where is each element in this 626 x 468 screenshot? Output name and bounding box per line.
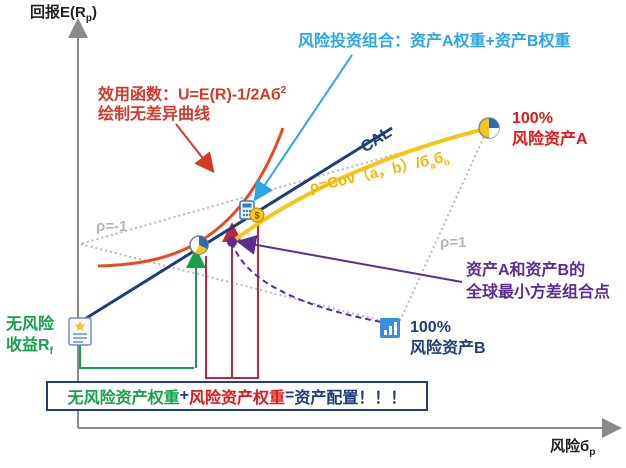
rho-pos-label: ρ=1 bbox=[440, 234, 467, 251]
riskfree-line1: 无风险 bbox=[6, 316, 55, 333]
utility-note-arrow bbox=[175, 123, 215, 174]
document-star-icon bbox=[68, 317, 92, 346]
inefficient-frontier bbox=[231, 241, 399, 326]
min-variance-arrow bbox=[236, 234, 463, 283]
asset-b-name: 风险资产B bbox=[410, 340, 486, 357]
money-bag-icon: $ bbox=[249, 207, 265, 223]
rho-neg-one-line bbox=[76, 127, 489, 326]
cal-line bbox=[79, 126, 393, 324]
alloc-result: 资产配置！！！ bbox=[294, 390, 407, 407]
alloc-plus: + bbox=[179, 387, 189, 404]
utility-note-line1: 效用函数：U=E(R)-1/2Aб2 bbox=[98, 85, 287, 104]
asset-a-pct: 100% bbox=[512, 110, 553, 127]
alloc-risky-weight: 风险资产权重 bbox=[188, 390, 285, 407]
min-variance-line2: 全球最小方差组合点 bbox=[466, 284, 611, 301]
min-variance-point bbox=[227, 237, 237, 247]
pie-chart-icon bbox=[189, 235, 209, 255]
svg-text:$: $ bbox=[254, 211, 259, 221]
utility-note-line2: 绘制无差异曲线 bbox=[98, 106, 211, 123]
asset-a-pie-icon bbox=[478, 117, 500, 139]
rho-neg-label: ρ=-1 bbox=[96, 218, 128, 235]
min-variance-line1: 资产A和资产B的 bbox=[466, 262, 586, 279]
green-guide-riskfree bbox=[79, 345, 194, 369]
asset-b-pct: 100% bbox=[410, 319, 451, 336]
riskfree-line2: 收益Rf bbox=[6, 337, 53, 358]
asset-a-name: 风险资产A bbox=[512, 131, 588, 148]
rho-one-line bbox=[397, 127, 489, 326]
alloc-equals: = bbox=[285, 387, 295, 404]
bar-chart-icon bbox=[380, 318, 400, 338]
red-guide-right bbox=[232, 222, 259, 379]
x-axis-title: 风险бp bbox=[550, 438, 596, 458]
red-guide-left bbox=[205, 256, 232, 379]
y-axis-title: 回报E(Rp) bbox=[30, 4, 97, 24]
portfolio-note-arrow bbox=[253, 54, 353, 202]
portfolio-note: 风险投资组合：资产A权重+资产B权重 bbox=[298, 33, 571, 50]
allocation-box: 无风险资产权重 + 风险资产权重 = 资产配置！！！ bbox=[46, 381, 428, 411]
alloc-riskfree-weight: 无风险资产权重 bbox=[67, 390, 180, 407]
efficient-frontier bbox=[230, 126, 489, 244]
